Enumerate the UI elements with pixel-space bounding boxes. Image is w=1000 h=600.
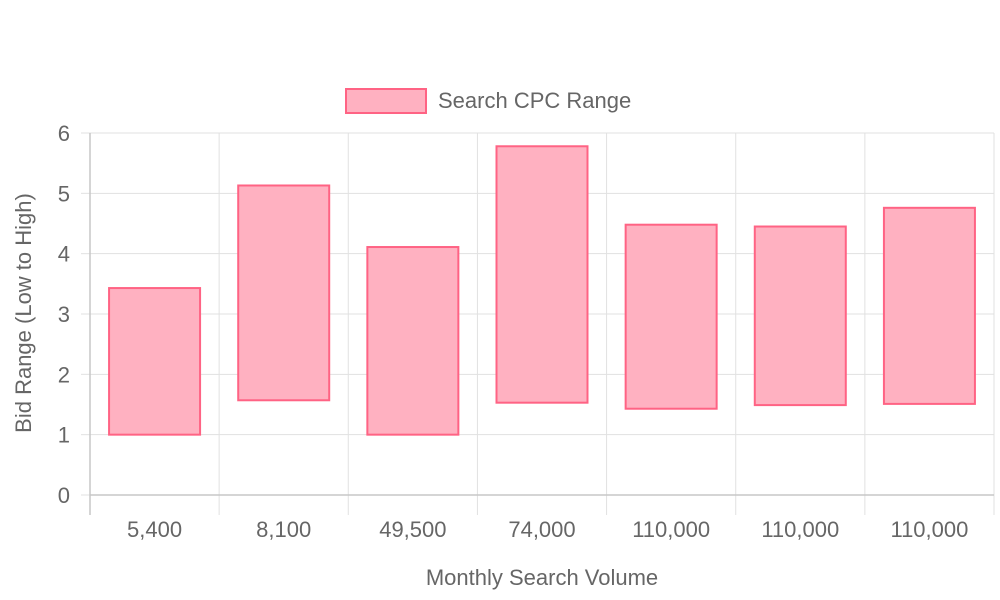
legend-swatch (345, 88, 427, 114)
y-tick-label: 1 (58, 423, 70, 448)
y-tick-label: 0 (58, 483, 70, 508)
y-tick-label: 2 (58, 362, 70, 387)
range-bar[interactable] (882, 206, 976, 405)
legend[interactable]: Search CPC Range (345, 88, 631, 114)
y-tick-label: 6 (58, 121, 70, 146)
range-bar[interactable] (366, 246, 460, 436)
x-tick-label: 5,400 (127, 517, 182, 542)
x-tick-label: 110,000 (890, 517, 968, 542)
x-tick-label: 49,500 (379, 517, 446, 542)
range-bar[interactable] (108, 287, 202, 436)
range-bar[interactable] (753, 225, 847, 407)
bars (108, 145, 976, 436)
range-bar[interactable] (624, 223, 718, 410)
y-tick-label: 4 (58, 242, 70, 267)
range-bar[interactable] (495, 145, 589, 404)
x-tick-label: 8,100 (256, 517, 311, 542)
x-tick-label: 110,000 (632, 517, 710, 542)
y-axis-title: Bid Range (Low to High) (11, 193, 36, 433)
x-axis-title: Monthly Search Volume (426, 565, 658, 590)
x-tick-label: 110,000 (761, 517, 839, 542)
y-tick-label: 3 (58, 302, 70, 327)
y-tick-label: 5 (58, 181, 70, 206)
axes: 0 1 2 3 4 5 6 5,400 8,100 49,500 74,000 110,000 110,… (58, 121, 994, 542)
x-tick-label: 74,000 (508, 517, 575, 542)
legend-label: Search CPC Range (438, 88, 631, 113)
range-bar[interactable] (237, 184, 331, 402)
